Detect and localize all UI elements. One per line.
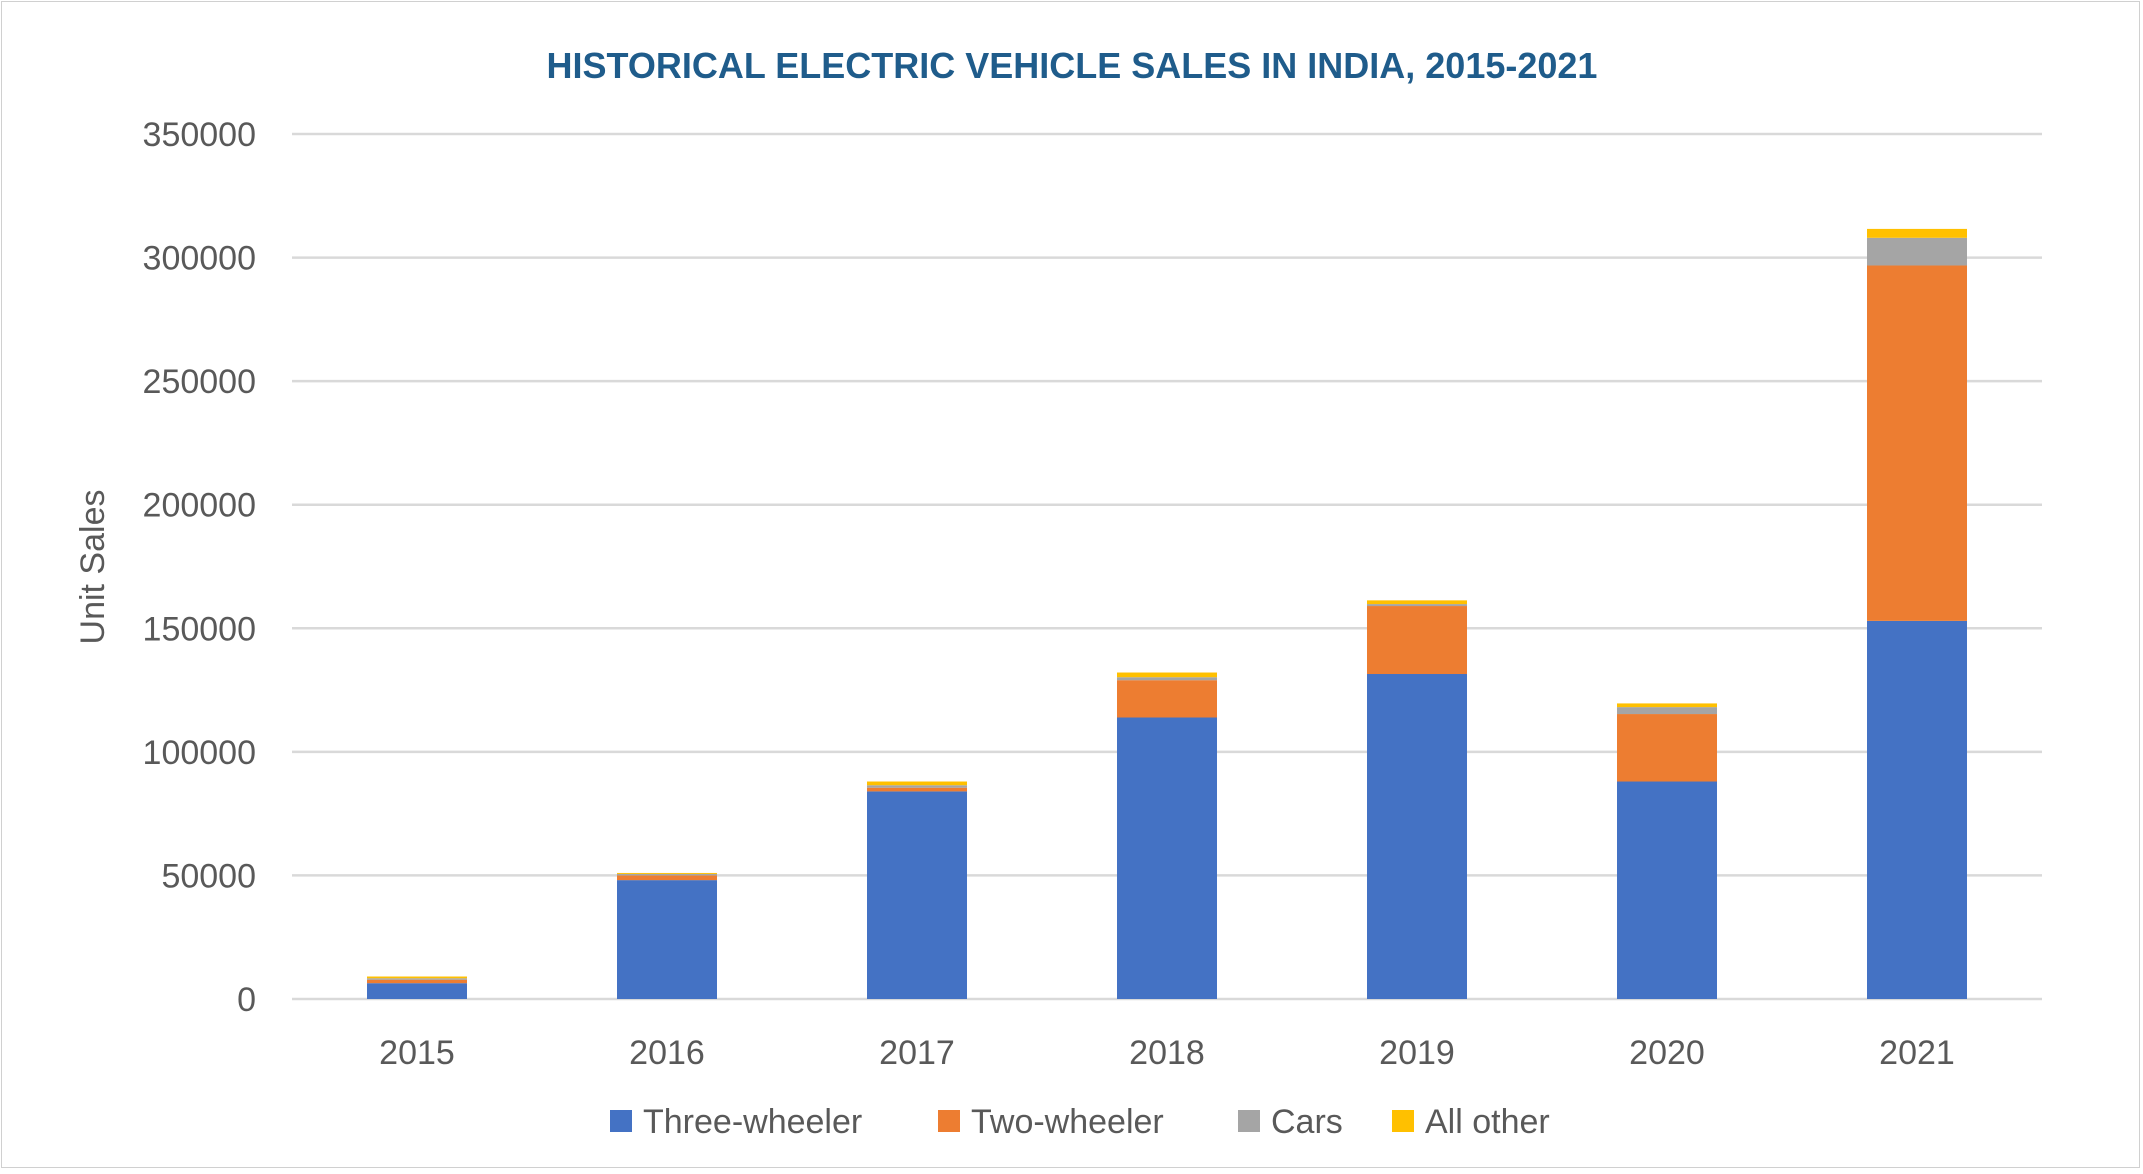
legend-label: All other <box>1425 1103 1550 1141</box>
bar-segment <box>1867 237 1967 266</box>
y-tick-label: 300000 <box>143 240 256 278</box>
bar-segment <box>1367 606 1467 675</box>
bar-segment <box>1117 677 1217 681</box>
y-tick-label: 150000 <box>143 610 256 648</box>
legend-swatch <box>1238 1110 1260 1132</box>
y-tick-label: 350000 <box>143 116 256 154</box>
bar-segment <box>617 875 717 881</box>
bar-segment <box>1117 672 1217 678</box>
x-tick-label: 2018 <box>1129 1034 1205 1072</box>
legend-swatch <box>938 1110 960 1132</box>
bar-segment <box>617 873 717 876</box>
y-tick-label: 200000 <box>143 487 256 525</box>
bar-segment <box>1867 620 1967 999</box>
bar-segment <box>367 976 467 979</box>
bar-segment <box>867 781 967 786</box>
bar-segment <box>867 791 967 999</box>
bar-segment <box>1617 781 1717 999</box>
legend-label: Cars <box>1271 1103 1343 1141</box>
bar-segment <box>867 787 967 792</box>
y-axis-label: Unit Sales <box>74 490 112 645</box>
bar-segment <box>617 880 717 999</box>
legend-label: Three-wheeler <box>643 1103 862 1141</box>
bar-segment <box>1617 714 1717 782</box>
y-tick-label: 100000 <box>143 734 256 772</box>
chart-title: HISTORICAL ELECTRIC VEHICLE SALES IN IND… <box>547 45 1598 86</box>
bar-segment <box>1867 228 1967 238</box>
legend-swatch <box>1392 1110 1414 1132</box>
bar-segment <box>1117 680 1217 718</box>
x-tick-label: 2017 <box>879 1034 955 1072</box>
bar-segment <box>1367 604 1467 607</box>
bar-segment <box>1617 703 1717 708</box>
x-tick-label: 2021 <box>1879 1034 1955 1072</box>
bar-segment <box>617 872 717 874</box>
bar-segment <box>1367 600 1467 605</box>
bar-segment <box>1867 265 1967 621</box>
x-tick-label: 2019 <box>1379 1034 1455 1072</box>
x-tick-label: 2015 <box>379 1034 455 1072</box>
bar-segment <box>867 785 967 788</box>
x-tick-label: 2020 <box>1629 1034 1705 1072</box>
bar-segment <box>367 978 467 980</box>
y-tick-label: 0 <box>237 981 256 1019</box>
bar-segment <box>367 979 467 984</box>
y-tick-label: 50000 <box>161 857 256 895</box>
bar-segment <box>1367 674 1467 999</box>
y-tick-label: 250000 <box>143 363 256 401</box>
bar-segment <box>1617 707 1717 715</box>
x-tick-label: 2016 <box>629 1034 705 1072</box>
legend-swatch <box>610 1110 632 1132</box>
legend-label: Two-wheeler <box>971 1103 1164 1141</box>
bar-segment <box>367 983 467 999</box>
bar-segment <box>1117 717 1217 999</box>
